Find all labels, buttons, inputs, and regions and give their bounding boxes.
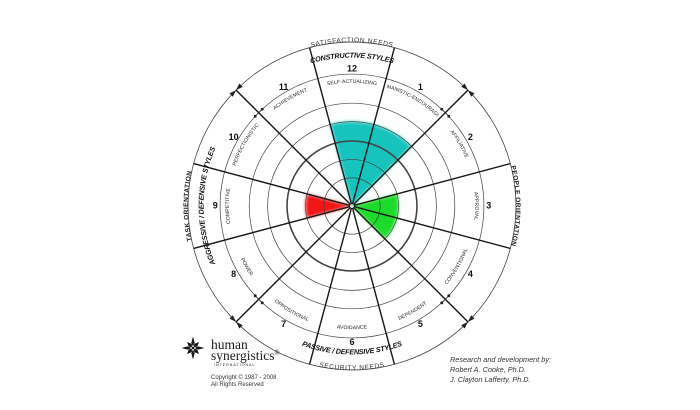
svg-text:SELF-ACTUALIZING: SELF-ACTUALIZING bbox=[327, 79, 378, 87]
svg-text:CONVENTIONAL: CONVENTIONAL bbox=[444, 247, 470, 286]
svg-text:Robert A. Cooke, Ph.D.: Robert A. Cooke, Ph.D. bbox=[450, 365, 526, 374]
svg-text:PERFECTIONISTIC: PERFECTIONISTIC bbox=[232, 122, 261, 166]
svg-text:3: 3 bbox=[486, 200, 491, 210]
svg-text:POWER: POWER bbox=[239, 257, 254, 277]
svg-text:9: 9 bbox=[213, 200, 218, 210]
svg-text:8: 8 bbox=[231, 269, 236, 279]
svg-text:TASK ORIENTATION: TASK ORIENTATION bbox=[183, 170, 194, 242]
svg-text:Copyright © 1987 - 2008: Copyright © 1987 - 2008 bbox=[211, 374, 277, 381]
svg-text:10: 10 bbox=[229, 132, 239, 142]
svg-text:11: 11 bbox=[279, 82, 289, 92]
svg-text:SECURITY NEEDS: SECURITY NEEDS bbox=[319, 362, 386, 372]
svg-text:ACHIEVEMENT: ACHIEVEMENT bbox=[272, 87, 308, 111]
svg-text:4: 4 bbox=[468, 269, 473, 279]
svg-text:synergistics®: synergistics® bbox=[211, 348, 281, 363]
svg-text:APPROVAL: APPROVAL bbox=[472, 192, 479, 221]
svg-text:J. Clayton Lafferty, Ph.D.: J. Clayton Lafferty, Ph.D. bbox=[449, 375, 531, 384]
svg-text:OPPOSITIONAL: OPPOSITIONAL bbox=[273, 298, 310, 323]
svg-text:SATISFACTION NEEDS: SATISFACTION NEEDS bbox=[310, 37, 394, 49]
svg-text:AVOIDANCE: AVOIDANCE bbox=[337, 324, 368, 331]
svg-text:1: 1 bbox=[418, 82, 423, 92]
svg-text:2: 2 bbox=[468, 132, 473, 142]
svg-text:All Rights Reserved: All Rights Reserved bbox=[211, 382, 264, 388]
svg-text:12: 12 bbox=[347, 64, 357, 74]
svg-text:PEOPLE ORIENTATION: PEOPLE ORIENTATION bbox=[509, 165, 521, 247]
svg-text:5: 5 bbox=[418, 319, 423, 329]
svg-text:INTERNATIONAL: INTERNATIONAL bbox=[214, 363, 256, 367]
svg-text:AFFILIATIVE: AFFILIATIVE bbox=[449, 129, 470, 159]
svg-text:7: 7 bbox=[281, 319, 286, 329]
svg-text:Research and development by:: Research and development by: bbox=[450, 355, 551, 364]
svg-text:6: 6 bbox=[349, 337, 354, 347]
svg-text:DEPENDENT: DEPENDENT bbox=[398, 301, 429, 322]
svg-text:COMPETITIVE: COMPETITIVE bbox=[225, 187, 232, 224]
